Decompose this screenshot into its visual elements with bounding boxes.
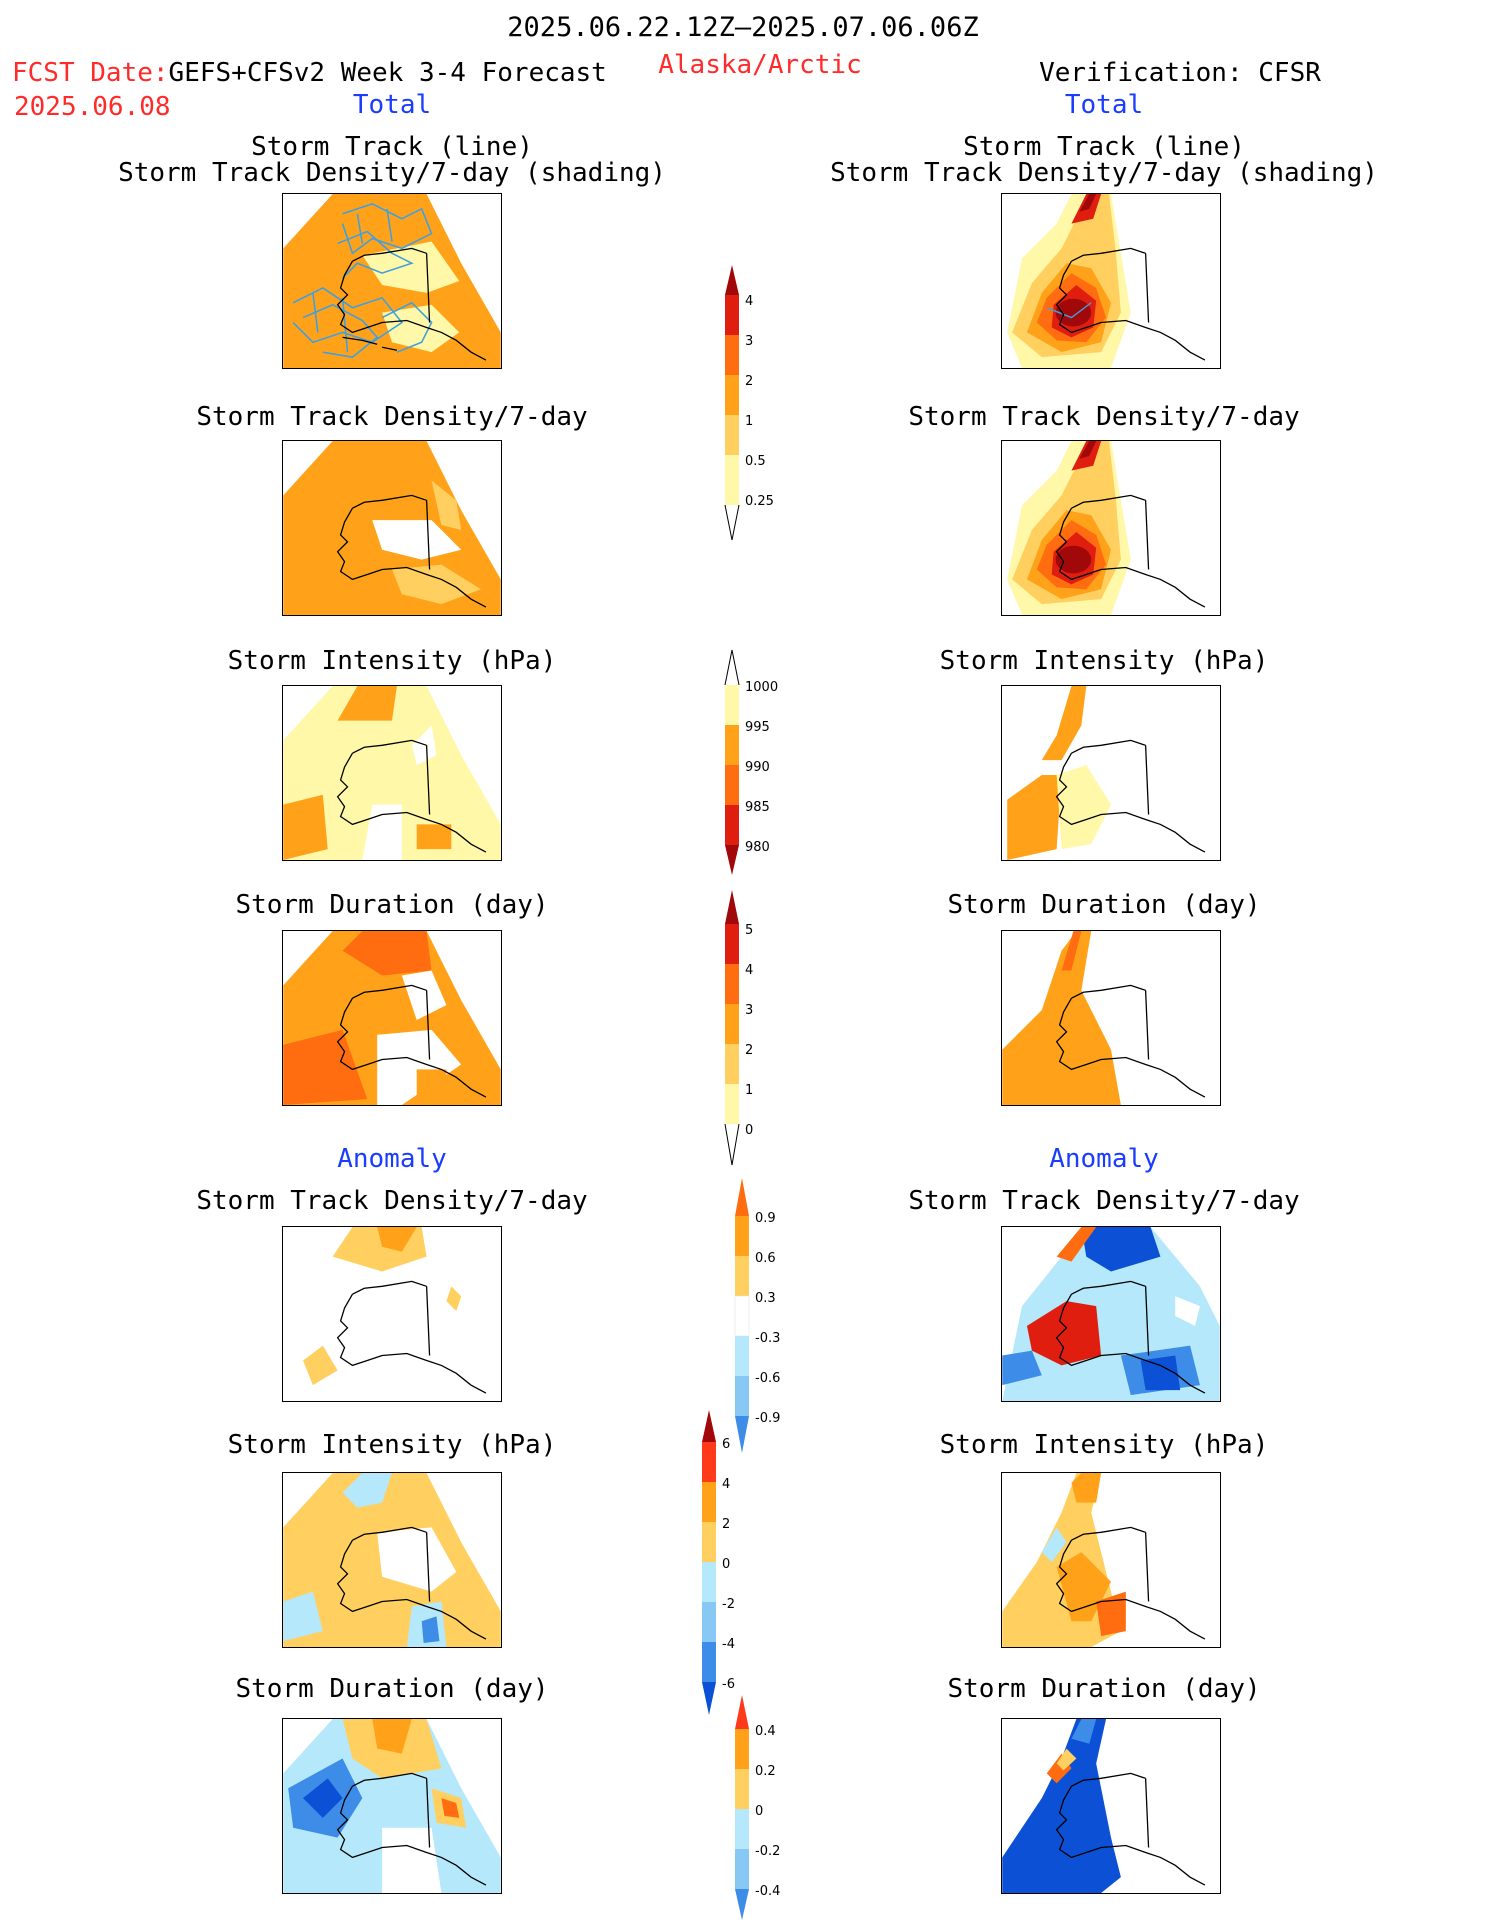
map-density-verification <box>1001 440 1221 616</box>
title-intensity-right: Storm Intensity (hPa) <box>939 646 1269 676</box>
coastline <box>336 247 487 361</box>
map-track-forecast <box>282 193 502 369</box>
title-density-right: Storm Track Density/7-day <box>908 402 1300 432</box>
cb-density-total-tick: 3 <box>745 334 753 349</box>
anomaly-label-right: Anomaly <box>1049 1144 1159 1174</box>
cb-intensity-anom-tick: 0 <box>722 1557 730 1572</box>
fcst-model: GEFS+CFSv2 Week 3-4 Forecast <box>168 58 607 88</box>
cb-intensity-anom-tick: 4 <box>722 1477 730 1492</box>
cb-density-total-tick: 1 <box>745 414 753 429</box>
cb-duration-anom-tick: 0.2 <box>755 1764 776 1779</box>
title-track-line-right: Storm Track (line) <box>963 132 1245 162</box>
map-intensity-verification <box>1001 685 1221 861</box>
colorbar-intensity-total: 1000 995 990 985 980 <box>724 645 785 889</box>
total-label-right: Total <box>1064 90 1144 120</box>
cb-duration-total-tick: 3 <box>745 1003 753 1018</box>
cb-intensity-anom-tick: -6 <box>722 1677 735 1692</box>
map-anom-duration-forecast <box>282 1718 502 1894</box>
cb-density-anom-tick: -0.6 <box>755 1371 780 1386</box>
title-density-left: Storm Track Density/7-day <box>196 402 588 432</box>
map-anom-intensity-verification <box>1001 1472 1221 1648</box>
cb-intensity-total-tick: 980 <box>745 840 770 855</box>
title-track-shading-right: Storm Track Density/7-day (shading) <box>830 158 1378 188</box>
map-duration-verification <box>1001 930 1221 1106</box>
title-track-shading-left: Storm Track Density/7-day (shading) <box>118 158 666 188</box>
colorbar-density-anom: 0.9 0.6 0.3 -0.3 -0.6 -0.9 <box>734 1178 795 1462</box>
storm-track-lines <box>292 203 433 358</box>
map-anom-density-forecast <box>282 1226 502 1402</box>
cb-density-anom-tick: 0.3 <box>755 1291 776 1306</box>
cb-intensity-anom-tick: -4 <box>722 1637 735 1652</box>
title-duration-left: Storm Duration (day) <box>235 890 549 920</box>
cb-duration-anom-tick: 0.4 <box>755 1724 776 1739</box>
cb-intensity-total-tick: 985 <box>745 800 770 815</box>
map-intensity-forecast <box>282 685 502 861</box>
cb-density-anom-tick: 0.6 <box>755 1251 776 1266</box>
cb-intensity-anom-tick: 6 <box>722 1437 730 1452</box>
colorbar-duration-total: 5 4 3 2 1 0 <box>724 890 785 1174</box>
cb-intensity-anom-tick: -2 <box>722 1597 735 1612</box>
title-duration-right: Storm Duration (day) <box>947 890 1261 920</box>
cb-duration-anom-tick: -0.2 <box>755 1844 780 1859</box>
cb-intensity-total-tick: 995 <box>745 720 770 735</box>
title-anom-intensity-left: Storm Intensity (hPa) <box>227 1430 557 1460</box>
cb-density-anom-tick: -0.9 <box>755 1411 780 1426</box>
cb-density-anom-tick: -0.3 <box>755 1331 780 1346</box>
cb-density-total-tick: 2 <box>745 374 753 389</box>
map-track-verification <box>1001 193 1221 369</box>
colorbar-density-total: 4 3 2 1 0.5 0.25 <box>724 265 785 549</box>
colorbar-duration-anom: 0.4 0.2 0 -0.2 -0.4 <box>735 1695 795 1929</box>
title-anom-duration-left: Storm Duration (day) <box>235 1674 549 1704</box>
cb-density-total-tick: 0.5 <box>745 454 766 469</box>
anomaly-label-left: Anomaly <box>337 1144 447 1174</box>
cb-intensity-total-tick: 990 <box>745 760 770 775</box>
cb-duration-anom-tick: -0.4 <box>755 1884 780 1899</box>
cb-duration-total-tick: 2 <box>745 1043 753 1058</box>
map-duration-forecast <box>282 930 502 1106</box>
cb-duration-total-tick: 0 <box>745 1123 753 1138</box>
forecast-period: 2025.06.22.12Z–2025.07.06.06Z <box>507 12 979 43</box>
cb-density-total-tick: 4 <box>745 294 753 309</box>
verification-label: Verification: CFSR <box>1039 58 1321 88</box>
cb-intensity-total-tick: 1000 <box>745 680 778 695</box>
map-anom-intensity-forecast <box>282 1472 502 1648</box>
fcst-label: FCST Date: <box>12 58 169 88</box>
cb-duration-total-tick: 4 <box>745 963 753 978</box>
cb-intensity-anom-tick: 2 <box>722 1517 730 1532</box>
map-density-forecast <box>282 440 502 616</box>
fcst-date-value: 2025.06.08 <box>14 92 171 122</box>
title-track-line-left: Storm Track (line) <box>251 132 533 162</box>
cb-density-total-tick: 0.25 <box>745 494 774 509</box>
cb-duration-total-tick: 1 <box>745 1083 753 1098</box>
title-anom-density-left: Storm Track Density/7-day <box>196 1186 588 1216</box>
title-anom-density-right: Storm Track Density/7-day <box>908 1186 1300 1216</box>
colorbar-intensity-anom: 6 4 2 0 -2 -4 -6 <box>702 1410 762 1734</box>
title-anom-intensity-right: Storm Intensity (hPa) <box>939 1430 1269 1460</box>
cb-density-anom-tick: 0.9 <box>755 1211 776 1226</box>
map-anom-duration-verification <box>1001 1718 1221 1894</box>
total-label-left: Total <box>352 90 432 120</box>
title-intensity-left: Storm Intensity (hPa) <box>227 646 557 676</box>
cb-duration-anom-tick: 0 <box>755 1804 763 1819</box>
cb-duration-total-tick: 5 <box>745 923 753 938</box>
fcst-date-label: FCST Date:GEFS+CFSv2 Week 3-4 Forecast <box>12 60 607 86</box>
title-anom-duration-right: Storm Duration (day) <box>947 1674 1261 1704</box>
map-anom-density-verification <box>1001 1226 1221 1402</box>
region-label: Alaska/Arctic <box>658 50 862 80</box>
